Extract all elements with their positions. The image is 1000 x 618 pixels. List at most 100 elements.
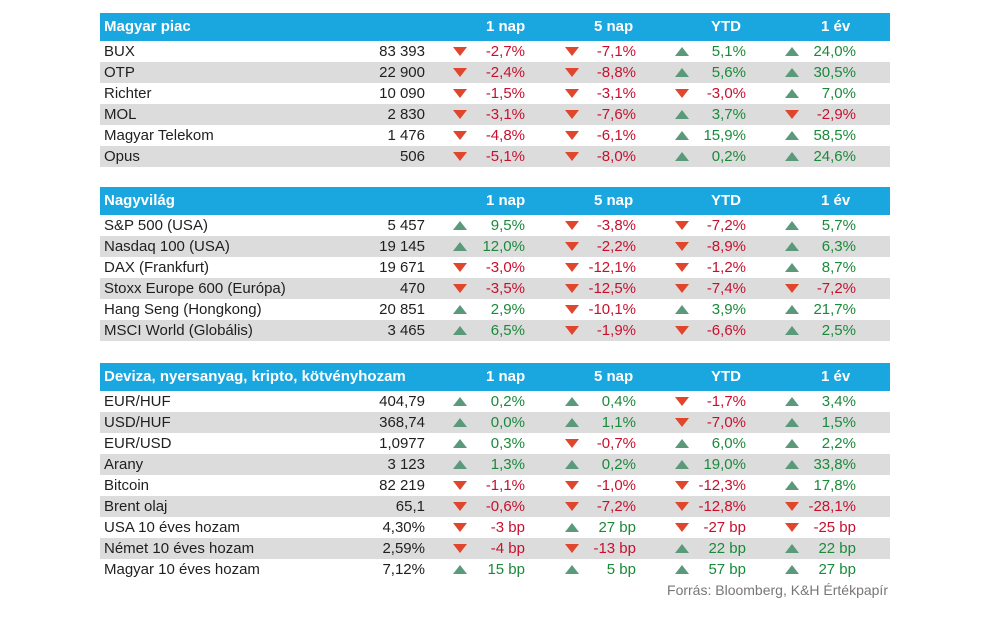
change-value: 5,7% xyxy=(821,217,856,234)
table-row: Nasdaq 100 (USA) 19 145 12,0% -2,2% -8,9% 6,3… xyxy=(100,236,890,257)
change-value: 5 bp xyxy=(606,561,636,578)
column-header: 1 év xyxy=(821,192,851,209)
table-row: Magyar 10 éves hozam 7,12% 15 bp 5 bp 57 bp 2… xyxy=(100,559,890,580)
row-name: Opus xyxy=(104,148,140,165)
arrow-down-icon xyxy=(565,89,579,98)
row-name: Richter xyxy=(104,85,152,102)
arrow-down-icon xyxy=(565,544,579,553)
change-value: 6,3% xyxy=(821,238,856,255)
change-value: 5,6% xyxy=(711,64,746,81)
change-value: -2,4% xyxy=(485,64,525,81)
change-value: -25 bp xyxy=(813,519,856,536)
arrow-up-icon xyxy=(785,131,799,140)
change-value: 33,8% xyxy=(813,456,856,473)
arrow-down-icon xyxy=(453,523,467,532)
row-value: 82 219 xyxy=(379,477,425,494)
change-value: -8,0% xyxy=(596,148,636,165)
arrow-up-icon xyxy=(453,305,467,314)
arrow-down-icon xyxy=(453,263,467,272)
change-value: 1,3% xyxy=(490,456,525,473)
arrow-down-icon xyxy=(785,284,799,293)
row-name: USA 10 éves hozam xyxy=(104,519,240,536)
section-title: Deviza, nyersanyag, kripto, kötvényhozam xyxy=(104,368,406,385)
arrow-down-icon xyxy=(453,89,467,98)
row-value: 4,30% xyxy=(382,519,425,536)
arrow-up-icon xyxy=(785,544,799,553)
arrow-up-icon xyxy=(453,242,467,251)
arrow-up-icon xyxy=(675,565,689,574)
table-row: MOL 2 830 -3,1% -7,6% 3,7% -2,9% xyxy=(100,104,890,125)
column-header: 5 nap xyxy=(594,368,634,385)
table-row: OTP 22 900 -2,4% -8,8% 5,6% 30,5% xyxy=(100,62,890,83)
arrow-up-icon xyxy=(785,481,799,490)
arrow-up-icon xyxy=(785,47,799,56)
arrow-up-icon xyxy=(785,263,799,272)
change-value: 22 bp xyxy=(818,540,856,557)
arrow-down-icon xyxy=(785,523,799,532)
change-value: 15,9% xyxy=(703,127,746,144)
row-name: Bitcoin xyxy=(104,477,150,494)
change-value: -3,8% xyxy=(596,217,636,234)
arrow-up-icon xyxy=(565,523,579,532)
change-value: -1,5% xyxy=(485,85,525,102)
change-value: -3,5% xyxy=(485,280,525,297)
column-header: 5 nap xyxy=(594,18,634,35)
arrow-up-icon xyxy=(453,460,467,469)
change-value: -1,9% xyxy=(596,322,636,339)
arrow-down-icon xyxy=(675,263,689,272)
table-row: DAX (Frankfurt) 19 671 -3,0% -12,1% -1,2% 8,7… xyxy=(100,257,890,278)
arrow-down-icon xyxy=(453,110,467,119)
row-name: MOL xyxy=(104,106,137,123)
table-row: USA 10 éves hozam 4,30% -3 bp 27 bp -27 bp -2… xyxy=(100,517,890,538)
arrow-up-icon xyxy=(785,305,799,314)
arrow-down-icon xyxy=(453,47,467,56)
arrow-up-icon xyxy=(453,326,467,335)
change-value: 30,5% xyxy=(813,64,856,81)
change-value: 17,8% xyxy=(813,477,856,494)
change-value: 24,6% xyxy=(813,148,856,165)
row-value: 368,74 xyxy=(379,414,425,431)
column-header: 1 nap xyxy=(486,192,526,209)
row-name: Német 10 éves hozam xyxy=(104,540,255,557)
row-name: EUR/USD xyxy=(104,435,172,452)
row-value: 404,79 xyxy=(379,393,425,410)
change-value: 3,7% xyxy=(711,106,746,123)
row-value: 470 xyxy=(399,280,425,297)
arrow-up-icon xyxy=(785,397,799,406)
row-name: Arany xyxy=(104,456,144,473)
arrow-up-icon xyxy=(675,152,689,161)
arrow-up-icon xyxy=(675,68,689,77)
row-name: Brent olaj xyxy=(104,498,168,515)
change-value: -4 bp xyxy=(490,540,525,557)
arrow-up-icon xyxy=(785,439,799,448)
section-header: Deviza, nyersanyag, kripto, kötvényhozam… xyxy=(100,363,890,391)
change-value: -3,1% xyxy=(596,85,636,102)
change-value: -12,3% xyxy=(698,477,746,494)
arrow-up-icon xyxy=(675,305,689,314)
row-name: EUR/HUF xyxy=(104,393,171,410)
row-value: 5 457 xyxy=(387,217,425,234)
change-value: -8,8% xyxy=(596,64,636,81)
arrow-up-icon xyxy=(453,565,467,574)
change-value: -3,0% xyxy=(706,85,746,102)
change-value: 2,2% xyxy=(821,435,856,452)
table-row: Német 10 éves hozam 2,59% -4 bp -13 bp 22 bp… xyxy=(100,538,890,559)
arrow-down-icon xyxy=(675,502,689,511)
arrow-down-icon xyxy=(565,221,579,230)
column-header: 5 nap xyxy=(594,192,634,209)
change-value: -7,2% xyxy=(816,280,856,297)
change-value: -6,1% xyxy=(596,127,636,144)
arrow-down-icon xyxy=(675,397,689,406)
arrow-down-icon xyxy=(565,263,579,272)
table-row: Hang Seng (Hongkong) 20 851 2,9% -10,1% 3,9%… xyxy=(100,299,890,320)
arrow-down-icon xyxy=(675,523,689,532)
table-section: Magyar piac 1 nap 5 nap YTD 1 év BUX 83 393 -2,… xyxy=(100,13,890,167)
table-row: MSCI World (Globális) 3 465 6,5% -1,9% -6,6%… xyxy=(100,320,890,341)
change-value: -12,5% xyxy=(588,280,636,297)
row-value: 2,59% xyxy=(382,540,425,557)
arrow-up-icon xyxy=(675,131,689,140)
row-value: 1 476 xyxy=(387,127,425,144)
arrow-down-icon xyxy=(675,326,689,335)
table-row: EUR/USD 1,0977 0,3% -0,7% 6,0% 2,2% xyxy=(100,433,890,454)
arrow-up-icon xyxy=(785,152,799,161)
